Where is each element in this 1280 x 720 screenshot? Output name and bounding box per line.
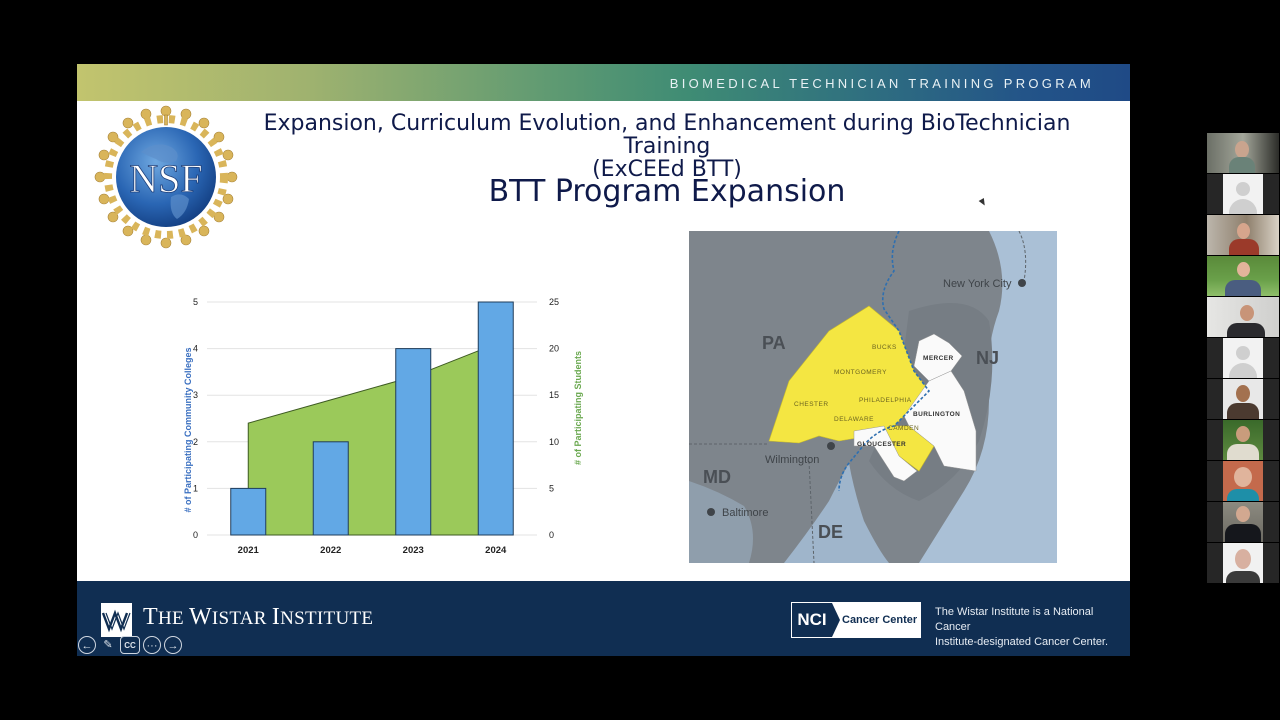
svg-text:2023: 2023 bbox=[403, 545, 424, 556]
combo-chart: 0 1 2 3 4 5 0 5 10 15 20 25 2021 2022 2023 2024 # of … bbox=[183, 297, 583, 556]
svg-text:2024: 2024 bbox=[485, 545, 507, 556]
slide-subtitle: BTT Program Expansion bbox=[488, 174, 846, 209]
svg-text:BURLINGTON: BURLINGTON bbox=[913, 411, 960, 418]
svg-text:2: 2 bbox=[193, 437, 198, 447]
svg-text:CHESTER: CHESTER bbox=[794, 401, 829, 408]
svg-text:DE: DE bbox=[818, 522, 843, 542]
title-line-2: (ExCEEd BTT) bbox=[592, 157, 742, 182]
pen-tool-button[interactable]: ✎ bbox=[103, 639, 113, 651]
svg-text:MD: MD bbox=[703, 467, 731, 487]
wistar-institute-name: THE WISTAR INSTITUTE bbox=[143, 604, 374, 630]
slide-title: Expansion, Curriculum Evolution, and Enh… bbox=[227, 112, 1107, 181]
svg-text:2022: 2022 bbox=[320, 545, 341, 556]
participant-tile[interactable] bbox=[1207, 133, 1279, 173]
top-banner: BIOMEDICAL TECHNICIAN TRAINING PROGRAM bbox=[77, 64, 1130, 101]
captions-button[interactable]: CC bbox=[120, 636, 140, 654]
svg-text:5: 5 bbox=[549, 483, 554, 493]
avatar-placeholder-icon bbox=[1223, 338, 1263, 378]
participant-tile[interactable] bbox=[1207, 543, 1279, 583]
svg-text:NJ: NJ bbox=[976, 348, 999, 368]
svg-text:Wilmington: Wilmington bbox=[765, 454, 819, 466]
slideshow-controls: ← ✎ CC ··· → bbox=[78, 634, 182, 656]
svg-text:25: 25 bbox=[549, 297, 559, 307]
participant-tile[interactable] bbox=[1207, 420, 1279, 460]
svg-text:5: 5 bbox=[193, 297, 198, 307]
svg-text:0: 0 bbox=[549, 530, 554, 540]
nsf-logo: NSF bbox=[94, 105, 238, 249]
svg-text:DELAWARE: DELAWARE bbox=[834, 416, 874, 423]
svg-text:1: 1 bbox=[193, 483, 198, 493]
svg-text:0: 0 bbox=[193, 530, 198, 540]
svg-text:3: 3 bbox=[193, 390, 198, 400]
chart-bar bbox=[312, 441, 349, 536]
nci-cancer-center-badge: NCI Cancer Center bbox=[791, 602, 921, 638]
participant-tile[interactable] bbox=[1207, 502, 1279, 542]
chart-bar bbox=[477, 301, 514, 536]
svg-text:New York City: New York City bbox=[943, 278, 1012, 290]
program-name: BIOMEDICAL TECHNICIAN TRAINING PROGRAM bbox=[669, 76, 1094, 91]
svg-text:GLOUCESTER: GLOUCESTER bbox=[857, 441, 906, 448]
svg-text:10: 10 bbox=[549, 437, 559, 447]
svg-text:20: 20 bbox=[549, 344, 559, 354]
more-options-button[interactable]: ··· bbox=[143, 636, 161, 654]
svg-text:4: 4 bbox=[193, 344, 198, 354]
title-line-1: Expansion, Curriculum Evolution, and Enh… bbox=[263, 111, 1071, 159]
left-axis-label: # of Participating Community Colleges bbox=[183, 347, 193, 512]
svg-text:PA: PA bbox=[762, 333, 786, 353]
svg-text:MONTGOMERY: MONTGOMERY bbox=[834, 369, 887, 376]
map-graphic: PA NJ MD DE New York City Wilmington Bal… bbox=[689, 231, 1057, 563]
svg-text:PHILADELPHIA: PHILADELPHIA bbox=[859, 397, 912, 404]
participant-tile[interactable] bbox=[1207, 461, 1279, 501]
svg-text:CAMDEN: CAMDEN bbox=[888, 425, 919, 432]
right-axis-label: # of Participating Students bbox=[573, 351, 583, 465]
nci-designation-note: The Wistar Institute is a National Cance… bbox=[935, 606, 1109, 648]
svg-text:BUCKS: BUCKS bbox=[872, 344, 897, 351]
participant-tile[interactable] bbox=[1207, 338, 1279, 378]
chart-bar bbox=[395, 348, 432, 536]
participant-tile[interactable] bbox=[1207, 215, 1279, 255]
next-slide-button[interactable]: → bbox=[164, 636, 182, 654]
svg-text:MERCER: MERCER bbox=[923, 355, 954, 362]
chart-bar bbox=[230, 487, 267, 536]
avatar-placeholder-icon bbox=[1223, 174, 1263, 214]
participant-tile[interactable] bbox=[1207, 256, 1279, 296]
slide-footer: THE WISTAR INSTITUTE NCI Cancer Center T… bbox=[77, 581, 1130, 656]
svg-text:15: 15 bbox=[549, 390, 559, 400]
wistar-logo-icon bbox=[101, 603, 132, 637]
participant-tile[interactable] bbox=[1207, 174, 1279, 214]
svg-text:2021: 2021 bbox=[238, 545, 260, 556]
region-map: PA NJ MD DE New York City Wilmington Bal… bbox=[689, 231, 1057, 563]
svg-text:Baltimore: Baltimore bbox=[722, 507, 768, 519]
participant-tile[interactable] bbox=[1207, 297, 1279, 337]
participant-tile[interactable] bbox=[1207, 379, 1279, 419]
previous-slide-button[interactable]: ← bbox=[78, 636, 96, 654]
presentation-slide: BIOMEDICAL TECHNICIAN TRAINING PROGRAM bbox=[77, 64, 1130, 656]
svg-text:NSF: NSF bbox=[129, 156, 202, 201]
